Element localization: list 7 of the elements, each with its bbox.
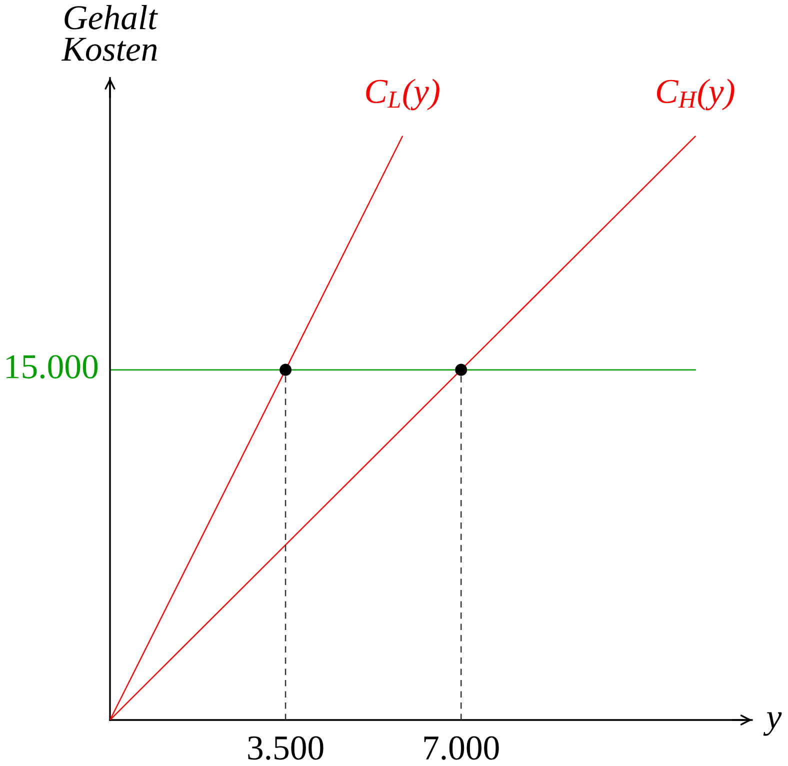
- y-axis-title: Gehalt Kosten: [61, 5, 158, 61]
- series-label: C$_{L}$(y): [366, 78, 440, 110]
- x-tick-label: 3.500: [248, 736, 324, 760]
- series-label: C$_{H}$(y): [656, 78, 734, 110]
- x-axis-title: y: [763, 712, 782, 736]
- annotation: 15.000: [6, 355, 98, 379]
- x-tick-label: 7.000: [424, 736, 499, 760]
